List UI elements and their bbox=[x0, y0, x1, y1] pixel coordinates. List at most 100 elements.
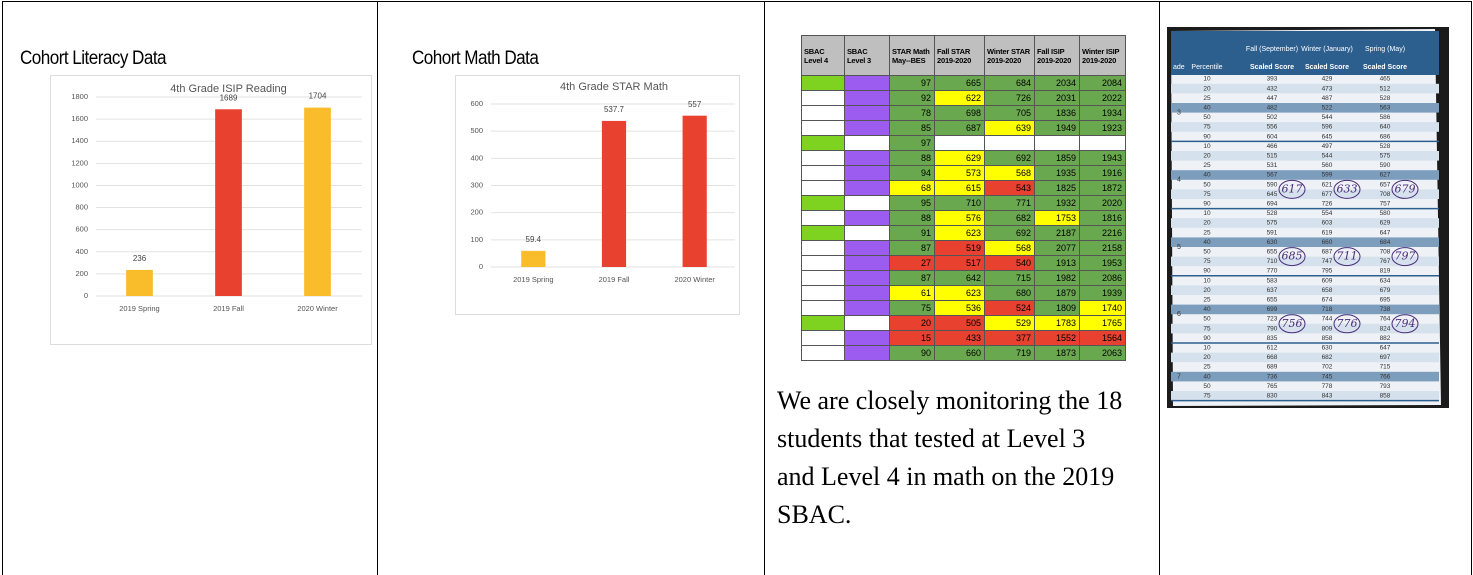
row-band bbox=[1171, 84, 1439, 94]
handwritten-score: 776 bbox=[1337, 317, 1358, 330]
bar bbox=[215, 109, 242, 296]
norm-value: 630 bbox=[1322, 345, 1333, 352]
norm-value: 447 bbox=[1267, 95, 1278, 102]
data-label: 537.7 bbox=[604, 105, 625, 114]
norm-value: 50 bbox=[1203, 316, 1211, 323]
y-tick-label: 100 bbox=[470, 235, 483, 244]
y-tick-label: 200 bbox=[470, 208, 483, 217]
table-border bbox=[1471, 1, 1472, 575]
score-cell: 615 bbox=[935, 181, 985, 196]
norm-value: 25 bbox=[1203, 229, 1211, 236]
norm-value: 715 bbox=[1380, 364, 1391, 371]
norm-value: 473 bbox=[1322, 85, 1333, 92]
level3-cell bbox=[845, 91, 890, 106]
score-cell: 2158 bbox=[1080, 241, 1126, 256]
handwritten-score: 617 bbox=[1282, 182, 1303, 195]
data-label: 557 bbox=[688, 100, 702, 109]
norm-value: 25 bbox=[1203, 297, 1211, 304]
y-tick-label: 300 bbox=[470, 180, 483, 189]
level3-cell bbox=[845, 76, 890, 91]
norm-value: 75 bbox=[1203, 258, 1211, 265]
norm-value: 687 bbox=[1322, 249, 1333, 256]
norm-value: 10 bbox=[1203, 76, 1211, 83]
y-tick-label: 400 bbox=[470, 153, 483, 162]
level3-cell bbox=[845, 151, 890, 166]
score-cell: 1783 bbox=[1035, 316, 1080, 331]
norm-value: 736 bbox=[1267, 373, 1278, 380]
norm-value: 682 bbox=[1322, 354, 1333, 361]
score-cell: 2084 bbox=[1080, 76, 1126, 91]
norm-value: 10 bbox=[1203, 210, 1211, 217]
row-band bbox=[1171, 353, 1439, 363]
score-cell: 698 bbox=[935, 106, 985, 121]
norm-value: 770 bbox=[1267, 268, 1278, 275]
norm-value: 531 bbox=[1267, 162, 1278, 169]
score-cell: 568 bbox=[985, 241, 1035, 256]
table-border bbox=[377, 1, 378, 575]
chart: 4th Grade STAR Math010020030040050060020… bbox=[455, 75, 740, 315]
norm-value: 710 bbox=[1267, 258, 1278, 265]
x-tick-label: 2019 Fall bbox=[599, 275, 630, 284]
norm-value: 50 bbox=[1203, 114, 1211, 121]
score-cell: 1825 bbox=[1035, 181, 1080, 196]
level4-cell bbox=[802, 346, 845, 361]
score-cell: 1953 bbox=[1080, 256, 1126, 271]
norm-value: 560 bbox=[1322, 162, 1333, 169]
norm-value: 50 bbox=[1203, 181, 1211, 188]
column-header: Fall ISIP 2019-2020 bbox=[1035, 36, 1080, 76]
score-cell: 1552 bbox=[1035, 331, 1080, 346]
norm-value: 25 bbox=[1203, 364, 1211, 371]
norm-value: 90 bbox=[1203, 335, 1211, 342]
percentile-header: Percentile bbox=[1191, 64, 1222, 71]
level3-cell bbox=[845, 241, 890, 256]
score-cell: 576 bbox=[935, 211, 985, 226]
norm-value: 745 bbox=[1322, 373, 1333, 380]
score-cell: 94 bbox=[890, 166, 935, 181]
data-label: 1689 bbox=[220, 93, 238, 102]
level4-cell bbox=[802, 136, 845, 151]
norm-value: 640 bbox=[1380, 124, 1391, 131]
norm-value: 429 bbox=[1322, 76, 1333, 83]
norm-value: 766 bbox=[1380, 373, 1391, 380]
norm-value: 40 bbox=[1203, 105, 1211, 112]
level4-cell bbox=[802, 316, 845, 331]
norm-value: 655 bbox=[1267, 249, 1278, 256]
table-border bbox=[2, 1, 1472, 2]
norm-value: 466 bbox=[1267, 143, 1278, 150]
level3-cell bbox=[845, 211, 890, 226]
grade-label: 3 bbox=[1177, 109, 1181, 116]
norm-value: 747 bbox=[1322, 258, 1333, 265]
norm-value: 544 bbox=[1322, 114, 1333, 121]
score-cell: 665 bbox=[935, 76, 985, 91]
score-cell: 573 bbox=[935, 166, 985, 181]
bar bbox=[521, 251, 545, 267]
level4-cell bbox=[802, 181, 845, 196]
score-cell: 1872 bbox=[1080, 181, 1126, 196]
score-cell: 2034 bbox=[1035, 76, 1080, 91]
table-border bbox=[2, 1, 3, 575]
score-cell: 1939 bbox=[1080, 286, 1126, 301]
score-cell: 639 bbox=[985, 121, 1035, 136]
norm-value: 658 bbox=[1322, 287, 1333, 294]
highlight-band bbox=[1171, 170, 1439, 180]
y-tick-label: 600 bbox=[75, 225, 88, 234]
score-cell: 20 bbox=[890, 316, 935, 331]
norm-value: 482 bbox=[1267, 105, 1278, 112]
cell-heading: Cohort Math Data bbox=[412, 48, 538, 70]
norm-value: 567 bbox=[1267, 172, 1278, 179]
norm-value: 75 bbox=[1203, 393, 1211, 400]
score-cell: 1873 bbox=[1035, 346, 1080, 361]
norm-value: 647 bbox=[1380, 229, 1391, 236]
norm-value: 634 bbox=[1380, 277, 1391, 284]
row-band bbox=[1171, 218, 1439, 228]
norm-value: 25 bbox=[1203, 162, 1211, 169]
score-cell: 1564 bbox=[1080, 331, 1126, 346]
handwritten-score: 685 bbox=[1282, 250, 1303, 263]
table-border bbox=[764, 1, 765, 575]
norm-value: 586 bbox=[1380, 114, 1391, 121]
score-cell: 536 bbox=[935, 301, 985, 316]
norm-value: 40 bbox=[1203, 306, 1211, 313]
norm-value: 655 bbox=[1267, 297, 1278, 304]
norm-value: 40 bbox=[1203, 373, 1211, 380]
cell-heading: Cohort Literacy Data bbox=[20, 48, 166, 70]
